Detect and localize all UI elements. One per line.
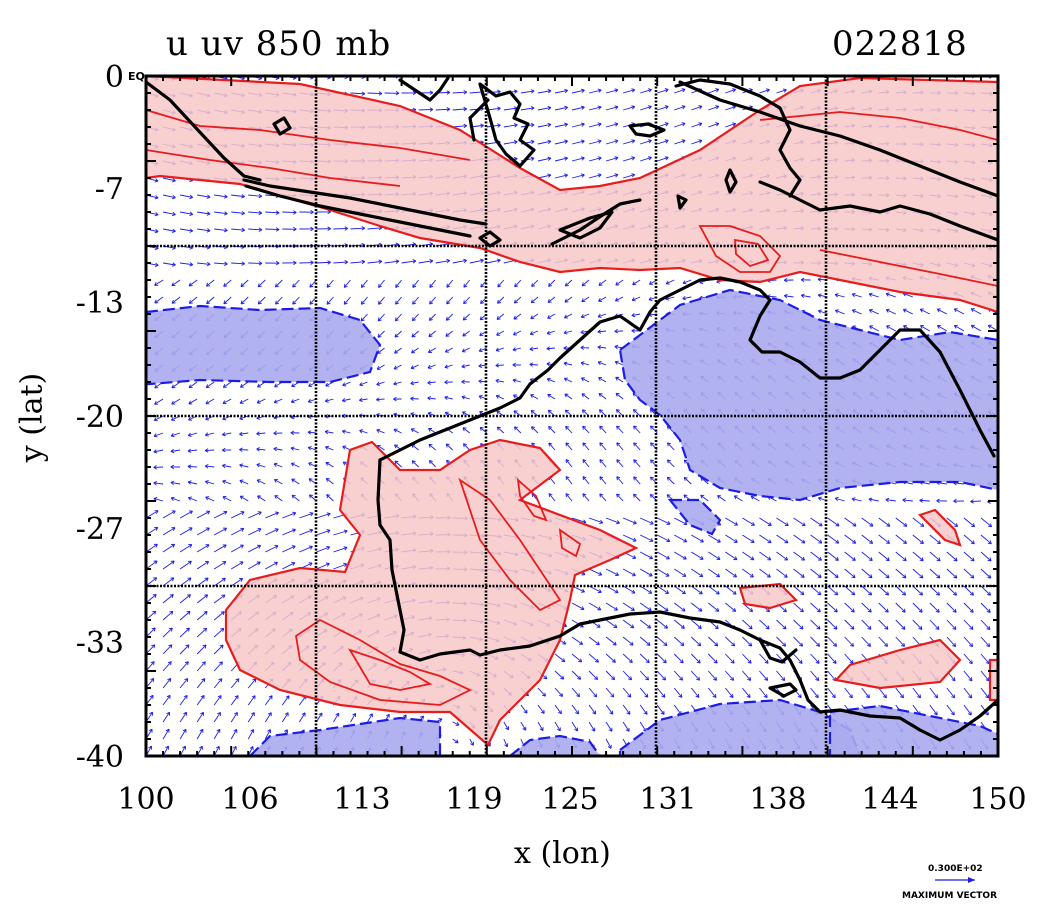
x-tick-label: 131	[639, 782, 697, 817]
coast-small-island-5	[676, 194, 688, 210]
x-tick-label: 119	[445, 782, 503, 817]
plot-title: u uv 850 mb	[166, 24, 392, 64]
y-tick-label: -27	[75, 512, 124, 547]
x-tick-label: 138	[749, 782, 807, 817]
coast-newguinea-north	[678, 80, 998, 198]
x-axis-title: x (lon)	[514, 836, 611, 871]
negative-region-south-east	[828, 704, 998, 756]
negative-u-regions	[146, 288, 998, 756]
positive-region-southwest	[224, 438, 639, 747]
equator-label: EQ	[128, 70, 145, 83]
coast-sulawesi	[478, 82, 536, 168]
coast-small-island-2	[628, 122, 666, 138]
y-axis-title: y (lat)	[14, 372, 50, 463]
coast-australia-north	[378, 276, 996, 462]
y-tick-label: -40	[75, 740, 124, 775]
coast-small-island-1	[272, 116, 292, 136]
x-tick-label: 106	[221, 782, 279, 817]
x-tick-label: 150	[969, 782, 1027, 817]
y-tick-label: -7	[94, 172, 124, 207]
coast-timor-island	[558, 210, 614, 240]
positive-region-small-south	[738, 582, 799, 610]
coast-sulawesi-arm	[468, 98, 490, 142]
x-tick-label: 125	[541, 782, 599, 817]
grid-lines	[146, 76, 998, 756]
coast-java	[242, 178, 488, 226]
positive-u-regions	[146, 76, 998, 747]
vector-key-value: 0.300E+02	[928, 864, 983, 874]
y-tick-label: 0	[104, 60, 124, 95]
coast-borneo	[398, 76, 450, 102]
coast-sumatra	[146, 80, 262, 182]
negative-region-west	[146, 304, 382, 386]
plot-date: 022818	[832, 24, 968, 64]
x-tick-label: 113	[333, 782, 391, 817]
vector-key-label: MAXIMUM VECTOR	[902, 891, 998, 901]
y-tick-label: -13	[75, 286, 124, 321]
coast-tasmania	[768, 682, 798, 698]
negative-region-south-west	[248, 716, 442, 756]
coast-gulf	[758, 638, 798, 664]
positive-region-southeast	[833, 638, 962, 690]
coast-newguinea-west	[674, 78, 802, 198]
coast-australia	[376, 458, 998, 742]
vector-key-arrow	[935, 877, 975, 883]
x-tick-label: 100	[117, 782, 175, 817]
negative-region-south-small	[508, 734, 602, 756]
coast-java-south	[244, 184, 472, 238]
y-tick-label: -33	[75, 626, 124, 661]
coast-small-island-4	[724, 168, 738, 194]
negative-region-central-east	[618, 288, 998, 502]
axis-ticks	[145, 75, 999, 757]
y-tick-label: -20	[75, 400, 124, 435]
x-tick-label: 144	[861, 782, 919, 817]
negative-region-small-mid	[667, 498, 722, 536]
positive-region-small-east	[917, 508, 962, 547]
coastlines	[146, 76, 998, 742]
